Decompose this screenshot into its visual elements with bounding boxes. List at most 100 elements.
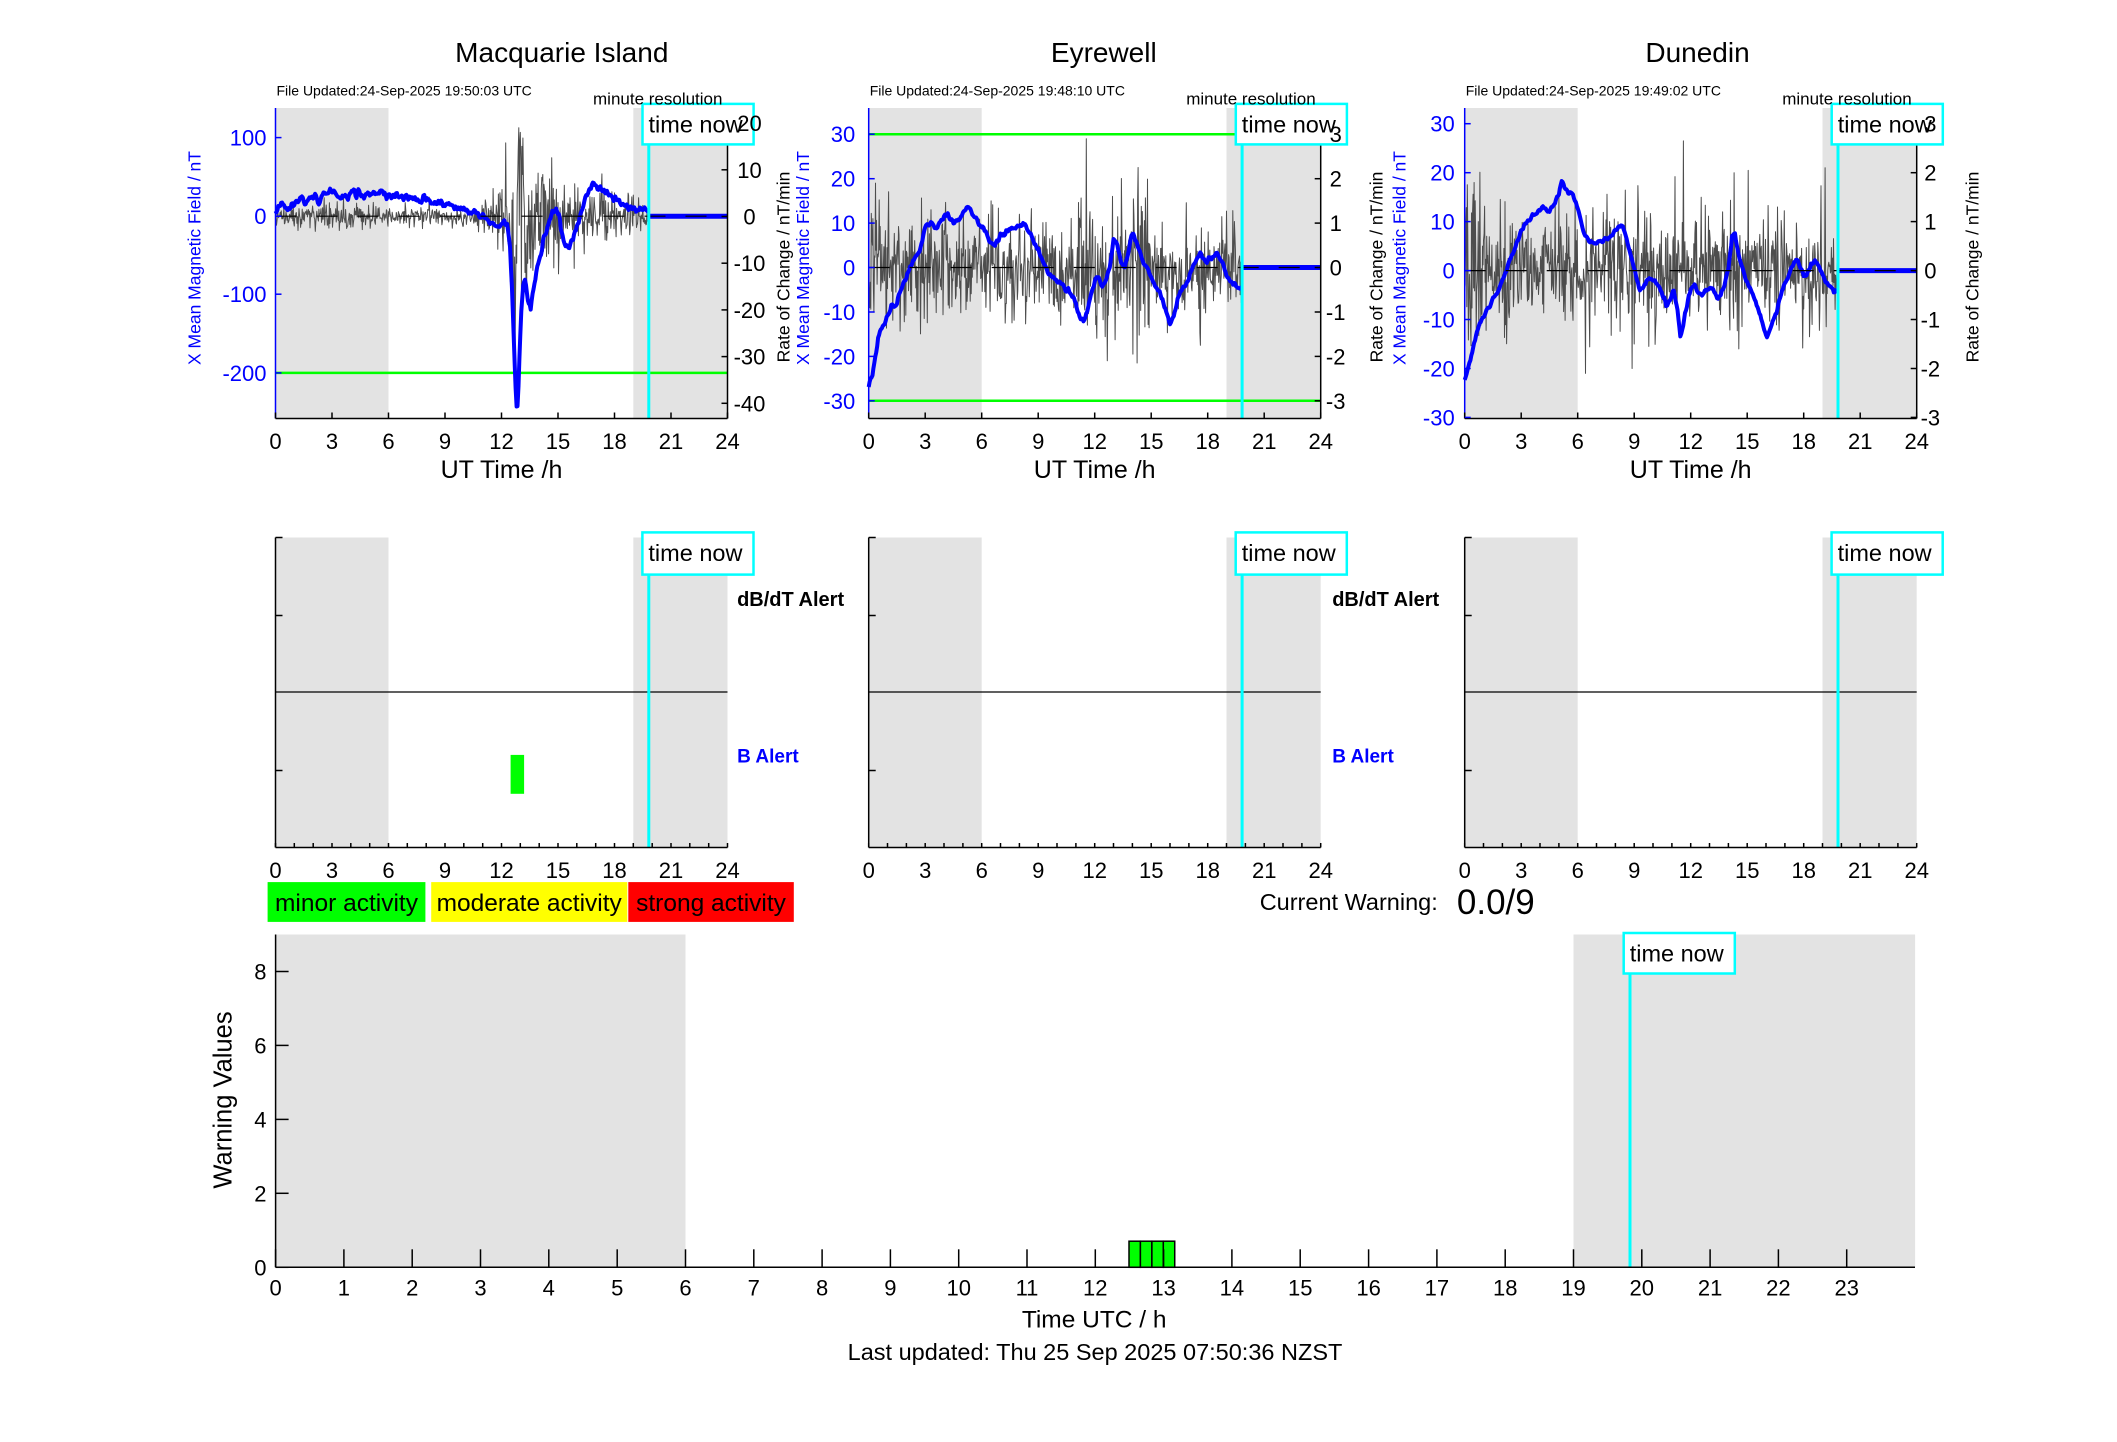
svg-text:13: 13	[1151, 1276, 1175, 1301]
svg-text:11: 11	[1016, 1276, 1039, 1301]
svg-text:0: 0	[269, 858, 281, 883]
svg-text:File Updated:24-Sep-2025 19:49: File Updated:24-Sep-2025 19:49:02 UTC	[1466, 83, 1721, 99]
svg-text:-1: -1	[1921, 308, 1941, 333]
svg-text:12: 12	[1678, 858, 1702, 883]
svg-text:moderate activity: moderate activity	[437, 890, 623, 917]
svg-text:6: 6	[382, 429, 394, 454]
svg-text:6: 6	[254, 1033, 266, 1058]
svg-text:12: 12	[489, 429, 513, 454]
svg-text:100: 100	[230, 126, 267, 151]
svg-text:-30: -30	[1423, 405, 1455, 430]
svg-text:-1: -1	[1326, 300, 1346, 325]
svg-text:minute resolution: minute resolution	[1186, 90, 1315, 109]
svg-text:-10: -10	[823, 300, 855, 325]
svg-text:3: 3	[1515, 429, 1527, 454]
svg-text:12: 12	[1678, 429, 1702, 454]
svg-text:0: 0	[863, 858, 875, 883]
svg-text:6: 6	[976, 429, 988, 454]
svg-text:23: 23	[1834, 1276, 1858, 1301]
svg-text:10: 10	[946, 1276, 970, 1301]
svg-text:6: 6	[679, 1276, 691, 1301]
svg-text:0: 0	[254, 1255, 266, 1280]
svg-text:2: 2	[254, 1181, 266, 1206]
svg-text:0: 0	[1459, 858, 1471, 883]
svg-text:6: 6	[382, 858, 394, 883]
svg-text:1: 1	[338, 1276, 350, 1301]
svg-text:-30: -30	[734, 345, 766, 370]
svg-text:-200: -200	[222, 361, 266, 386]
svg-text:-40: -40	[734, 391, 766, 416]
svg-text:12: 12	[1082, 429, 1106, 454]
svg-text:2: 2	[1330, 167, 1342, 192]
svg-text:Dunedin: Dunedin	[1645, 37, 1749, 68]
svg-text:21: 21	[1848, 858, 1872, 883]
svg-text:6: 6	[1572, 429, 1584, 454]
svg-text:time now: time now	[1242, 540, 1337, 566]
svg-text:3: 3	[326, 429, 338, 454]
svg-text:-10: -10	[734, 251, 766, 276]
svg-text:24: 24	[715, 429, 739, 454]
svg-text:21: 21	[659, 858, 683, 883]
svg-text:18: 18	[1195, 858, 1219, 883]
svg-text:0: 0	[269, 1276, 281, 1301]
svg-text:21: 21	[1848, 429, 1872, 454]
svg-text:Rate of Change / nT/min: Rate of Change / nT/min	[1963, 172, 1983, 363]
svg-text:0: 0	[1924, 259, 1936, 284]
svg-text:time now: time now	[1242, 111, 1337, 137]
svg-text:1: 1	[1924, 210, 1936, 235]
svg-text:24: 24	[715, 858, 739, 883]
svg-text:17: 17	[1425, 1276, 1449, 1301]
svg-text:15: 15	[1288, 1276, 1312, 1301]
svg-text:0: 0	[1442, 259, 1454, 284]
svg-text:21: 21	[1698, 1276, 1722, 1301]
svg-text:12: 12	[1083, 1276, 1107, 1301]
svg-text:-2: -2	[1921, 357, 1941, 382]
svg-text:10: 10	[1430, 210, 1454, 235]
svg-text:time now: time now	[1630, 941, 1725, 967]
svg-text:-3: -3	[1921, 405, 1941, 430]
svg-text:14: 14	[1220, 1276, 1244, 1301]
svg-text:30: 30	[831, 122, 855, 147]
svg-text:time now: time now	[648, 540, 743, 566]
svg-text:0: 0	[269, 429, 281, 454]
svg-text:9: 9	[439, 858, 451, 883]
svg-text:minute resolution: minute resolution	[593, 90, 722, 109]
svg-text:18: 18	[1791, 858, 1815, 883]
svg-text:22: 22	[1766, 1276, 1790, 1301]
svg-text:24: 24	[1904, 858, 1928, 883]
svg-text:15: 15	[1735, 858, 1759, 883]
svg-text:24: 24	[1308, 429, 1332, 454]
svg-text:19: 19	[1561, 1276, 1585, 1301]
svg-text:10: 10	[831, 211, 855, 236]
svg-text:dB/dT Alert: dB/dT Alert	[737, 589, 844, 611]
svg-text:B Alert: B Alert	[737, 747, 799, 768]
svg-text:-10: -10	[1423, 308, 1455, 333]
svg-text:8: 8	[254, 960, 266, 985]
svg-text:6: 6	[976, 858, 988, 883]
svg-text:time now: time now	[1838, 540, 1933, 566]
svg-text:15: 15	[1735, 429, 1759, 454]
svg-text:dB/dT Alert: dB/dT Alert	[1332, 589, 1439, 611]
svg-text:X Mean Magnetic Field / nT: X Mean Magnetic Field / nT	[793, 151, 813, 365]
svg-text:7: 7	[748, 1276, 760, 1301]
svg-text:UT Time /h: UT Time /h	[1630, 456, 1752, 484]
svg-text:9: 9	[1628, 429, 1640, 454]
svg-text:-20: -20	[1423, 357, 1455, 382]
svg-text:20: 20	[1630, 1276, 1654, 1301]
svg-text:9: 9	[1032, 858, 1044, 883]
svg-text:0: 0	[254, 204, 266, 229]
svg-text:time now: time now	[649, 111, 744, 137]
svg-text:15: 15	[1139, 429, 1163, 454]
svg-text:minute resolution: minute resolution	[1782, 90, 1911, 109]
svg-text:12: 12	[1082, 858, 1106, 883]
svg-text:2: 2	[1924, 161, 1936, 186]
svg-text:9: 9	[439, 429, 451, 454]
svg-text:3: 3	[919, 429, 931, 454]
svg-text:-3: -3	[1326, 389, 1346, 414]
svg-text:20: 20	[831, 167, 855, 192]
svg-text:3: 3	[919, 858, 931, 883]
svg-text:9: 9	[884, 1276, 896, 1301]
svg-text:X Mean Magnetic Field / nT: X Mean Magnetic Field / nT	[185, 151, 205, 365]
svg-text:4: 4	[543, 1276, 555, 1301]
svg-text:5: 5	[611, 1276, 623, 1301]
